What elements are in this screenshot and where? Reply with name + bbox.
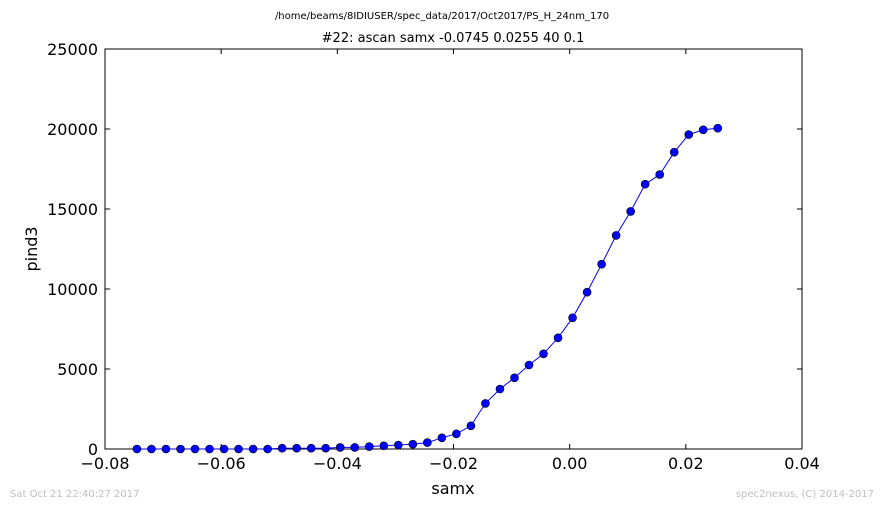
data-point [205,444,214,454]
data-point [684,130,694,139]
plot-area [104,48,803,450]
footer-timestamp: Sat Oct 21 22:40:27 2017 [10,489,140,500]
data-point [669,147,679,157]
data-point [582,287,592,297]
data-point [626,207,635,216]
data-point [234,444,243,454]
data-point [510,373,519,383]
x-tick-label: −0.02 [429,454,478,473]
y-axis-label: pind3 [22,226,41,271]
data-point [698,125,708,135]
footer-credit: spec2nexus, (C) 2014-2017 [736,489,874,500]
data-point [394,440,403,450]
data-point [161,444,171,454]
data-point [597,259,606,269]
data-point [539,349,548,359]
data-point [132,444,142,454]
data-point [147,444,156,454]
data-point [321,443,331,453]
data-point [176,444,185,454]
data-point [277,443,287,453]
data-point [306,443,316,453]
x-tick-label: 0.00 [552,454,588,473]
data-point [248,444,258,454]
series-layer [132,123,723,454]
file-path-label: /home/beams/8IDIUSER/spec_data/2017/Oct2… [275,11,609,22]
data-point [423,438,432,447]
data-point [611,231,621,240]
data-point [408,439,418,449]
data-point [655,170,664,179]
data-point [640,179,650,189]
data-point [379,441,389,451]
y-axis: 0 5000 10000 15000 20000 25000 [47,40,802,459]
data-point [263,444,272,454]
data-point [350,443,360,452]
data-point [364,442,374,451]
data-point [481,399,490,408]
y-tick-label: 0 [88,440,98,459]
y-tick-label: 5000 [57,360,98,379]
chart-title: #22: ascan samx -0.0745 0.0255 40 0.1 [322,31,585,46]
x-axis-label: samx [431,479,474,498]
y-tick-label: 20000 [47,120,98,139]
data-point [190,444,200,454]
x-tick-label: −0.04 [313,454,362,473]
data-point [219,444,229,454]
data-point [524,360,534,370]
data-point [335,443,345,452]
x-tick-label: 0.04 [784,454,820,473]
data-point [452,429,461,439]
x-tick-label: 0.02 [668,454,704,473]
data-point [553,333,563,343]
x-tick-label: −0.06 [197,454,246,473]
y-tick-label: 10000 [47,280,98,299]
y-tick-label: 25000 [47,40,98,59]
x-tick-label: −0.08 [80,454,129,473]
data-point [713,123,723,133]
y-tick-label: 15000 [47,200,98,219]
data-point [568,313,577,323]
data-point [495,384,505,394]
data-point [466,421,476,431]
data-point [292,443,301,453]
x-axis: −0.08 −0.06 −0.04 −0.02 0.00 0.02 0.04 [80,49,820,473]
data-point [437,433,447,443]
